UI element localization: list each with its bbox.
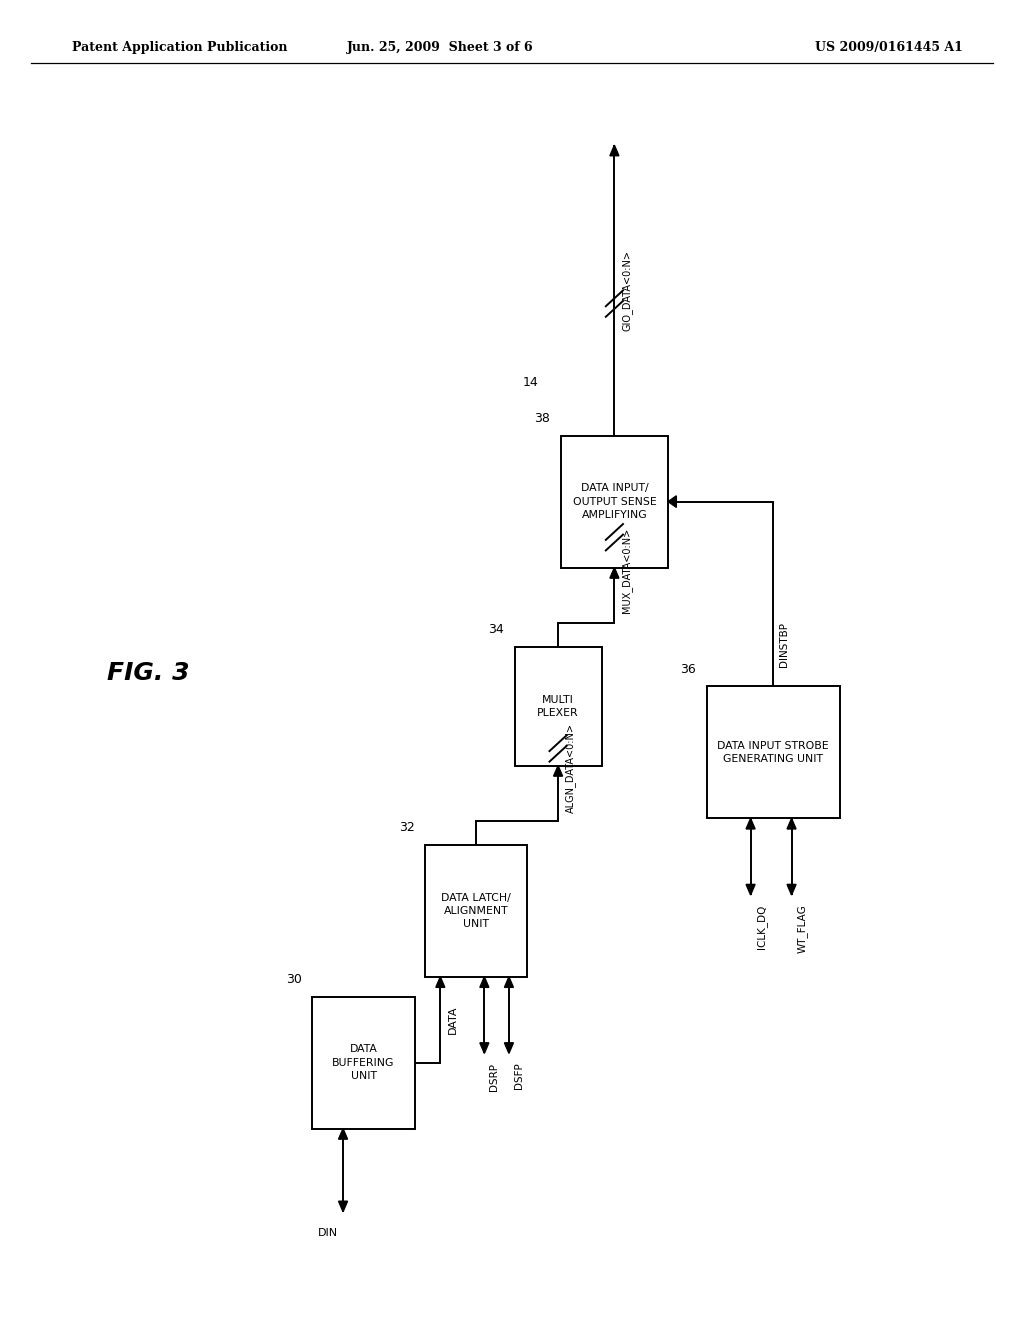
- Polygon shape: [787, 884, 796, 895]
- Text: ICLK_DQ: ICLK_DQ: [756, 904, 767, 949]
- Text: US 2009/0161445 A1: US 2009/0161445 A1: [815, 41, 963, 54]
- FancyBboxPatch shape: [425, 845, 527, 977]
- Polygon shape: [436, 977, 444, 987]
- FancyBboxPatch shape: [515, 647, 602, 766]
- Polygon shape: [480, 1043, 488, 1053]
- Text: GIO_DATA<0:N>: GIO_DATA<0:N>: [622, 249, 633, 331]
- FancyBboxPatch shape: [561, 436, 668, 568]
- Text: 32: 32: [399, 821, 415, 834]
- Polygon shape: [610, 568, 618, 578]
- Polygon shape: [787, 818, 796, 829]
- Polygon shape: [746, 884, 755, 895]
- Polygon shape: [610, 145, 618, 156]
- Text: DATA
BUFFERING
UNIT: DATA BUFFERING UNIT: [333, 1044, 394, 1081]
- Text: DATA LATCH/
ALIGNMENT
UNIT: DATA LATCH/ ALIGNMENT UNIT: [441, 892, 511, 929]
- Text: DSFP: DSFP: [514, 1063, 524, 1089]
- Text: 38: 38: [535, 412, 551, 425]
- Text: Patent Application Publication: Patent Application Publication: [72, 41, 287, 54]
- FancyBboxPatch shape: [312, 997, 415, 1129]
- Polygon shape: [480, 977, 488, 987]
- Polygon shape: [554, 766, 562, 776]
- Polygon shape: [339, 1201, 347, 1212]
- Text: 36: 36: [681, 663, 696, 676]
- Text: DATA: DATA: [447, 1006, 458, 1034]
- FancyBboxPatch shape: [707, 686, 840, 818]
- Text: DSRP: DSRP: [489, 1063, 500, 1090]
- Text: DATA INPUT STROBE
GENERATING UNIT: DATA INPUT STROBE GENERATING UNIT: [717, 741, 829, 764]
- Text: 34: 34: [488, 623, 505, 636]
- Text: DATA INPUT/
OUTPUT SENSE
AMPLIFYING: DATA INPUT/ OUTPUT SENSE AMPLIFYING: [572, 483, 656, 520]
- Text: 14: 14: [522, 376, 538, 389]
- Text: DIN: DIN: [317, 1228, 338, 1238]
- Text: MULTI
PLEXER: MULTI PLEXER: [538, 694, 579, 718]
- Text: ALGN_DATA<0:N>: ALGN_DATA<0:N>: [565, 723, 577, 813]
- Text: WT_FLAG: WT_FLAG: [797, 904, 808, 953]
- Polygon shape: [339, 1129, 347, 1139]
- Text: 30: 30: [286, 973, 302, 986]
- Polygon shape: [505, 977, 513, 987]
- Text: FIG. 3: FIG. 3: [108, 661, 189, 685]
- Polygon shape: [746, 818, 755, 829]
- Text: Jun. 25, 2009  Sheet 3 of 6: Jun. 25, 2009 Sheet 3 of 6: [347, 41, 534, 54]
- Polygon shape: [505, 1043, 513, 1053]
- Polygon shape: [668, 496, 676, 507]
- Text: MUX_DATA<0:N>: MUX_DATA<0:N>: [622, 528, 633, 612]
- Text: DINSTBP: DINSTBP: [779, 622, 790, 667]
